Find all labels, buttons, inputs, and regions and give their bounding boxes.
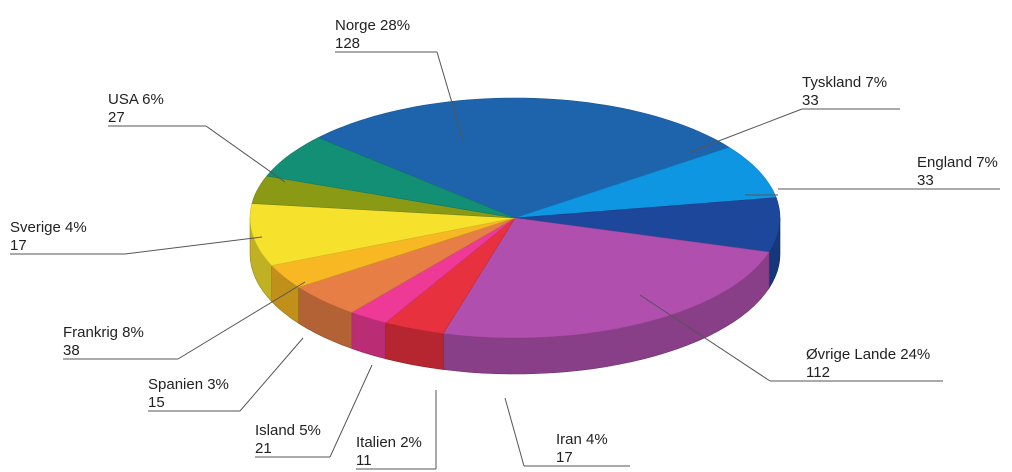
label-usa-name: USA 6%: [108, 91, 164, 108]
label-sverige-value: 17: [10, 237, 27, 254]
slice--vrige-lande: [442, 217, 770, 339]
label-iran-value: 17: [556, 449, 573, 466]
slice-island: [297, 217, 516, 313]
label-frankrig-name: Frankrig 8%: [63, 324, 144, 341]
label-spanien-name: Spanien 3%: [148, 376, 229, 393]
label--vrige-lande-name: Øvrige Lande 24%: [806, 346, 930, 363]
label-italien-value: 11: [356, 452, 372, 469]
label-island-name: Island 5%: [255, 422, 321, 439]
slice-frankrig: [249, 203, 516, 266]
label-usa-value: 27: [108, 109, 125, 126]
slice-iran: [384, 217, 516, 334]
label-sverige-name: Sverige 4%: [10, 219, 87, 236]
pie-tops: [249, 97, 781, 339]
slice-norge: [317, 97, 730, 219]
leader-line-usa: [205, 125, 286, 183]
label-norge-name: Norge 28%: [335, 17, 410, 34]
label-italien-name: Italien 2%: [356, 434, 422, 451]
leader-line-spanien: [239, 337, 304, 412]
leader-line--vrige-lande: [639, 294, 771, 382]
slice-italien: [351, 217, 516, 324]
leader-line-island: [329, 364, 373, 458]
slice-england: [514, 197, 781, 253]
label-tyskland-name: Tyskland 7%: [802, 74, 887, 91]
label-spanien-value: 15: [148, 394, 165, 411]
leader-line-frankrig: [177, 281, 306, 360]
leader-lines: [10, 51, 1000, 470]
leader-line-tyskland: [689, 108, 803, 153]
label-island-value: 21: [255, 440, 272, 457]
leader-line-iran: [504, 397, 525, 467]
label--vrige-lande-value: 112: [806, 364, 830, 381]
slice-spanien: [270, 217, 516, 288]
label-norge-value: 128: [335, 35, 360, 52]
leader-line-sverige: [124, 236, 263, 255]
label-tyskland-value: 33: [802, 92, 819, 109]
label-england-value: 33: [917, 172, 934, 189]
leader-line-norge: [436, 51, 464, 141]
label-iran-name: Iran 4%: [556, 431, 608, 448]
label-frankrig-value: 38: [63, 342, 80, 359]
slice-sverige: [251, 175, 516, 219]
slice-tyskland: [514, 147, 777, 219]
label-england-name: England 7%: [917, 154, 998, 171]
